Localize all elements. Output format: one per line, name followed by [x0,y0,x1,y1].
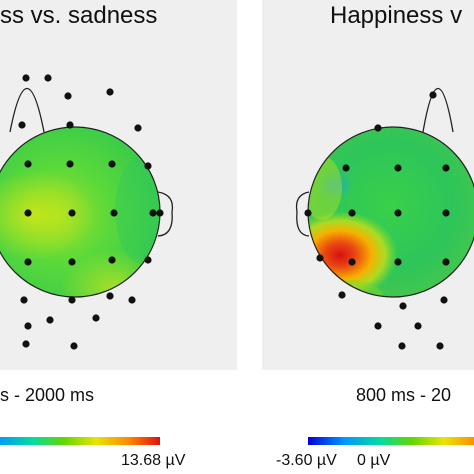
right-hotspot [308,211,398,297]
electrode [144,162,152,170]
left-ear-icon [157,191,174,237]
electrode [149,209,157,217]
electrode [338,291,346,299]
electrode [429,91,437,99]
electrode [442,164,450,172]
electrode [128,296,136,304]
electrode [22,340,30,348]
electrode [24,209,32,217]
left-colorbar-max-label: 13.68 µV [121,452,186,469]
electrode [442,258,450,266]
electrode [374,124,382,132]
electrode [374,322,382,330]
electrode [394,258,402,266]
electrode [68,258,76,266]
electrode [108,160,116,168]
left-electrodes [18,74,164,350]
electrode [442,209,450,217]
electrode [66,121,74,129]
electrode [399,302,407,310]
electrode [134,124,142,132]
right-panel-title: Happiness v [330,2,463,29]
right-time-window: 800 ms - 20 [356,385,452,405]
electrode [46,316,54,324]
electrode [348,209,356,217]
electrode [24,258,32,266]
electrode [68,209,76,217]
electrode [106,292,114,300]
left-nose-icon [9,87,45,133]
electrode [24,160,32,168]
electrode [398,342,406,350]
right-colorbar-min-label: -3.60 µV [276,452,337,469]
electrode [436,342,444,350]
left-colorbar [0,437,160,445]
electrode [44,74,52,82]
electrode [348,258,356,266]
electrode [18,121,26,129]
electrode [316,254,324,262]
electrode [304,209,312,217]
electrode [64,92,72,100]
electrode [106,88,114,96]
electrode [110,209,118,217]
electrode [20,296,28,304]
electrode [68,296,76,304]
electrode [156,209,164,217]
electrode [108,256,116,264]
right-colorbar [308,437,474,445]
right-nose-icon [422,87,454,133]
left-time-window: s - 2000 ms [0,385,95,405]
right-electrodes [304,91,450,350]
right-scalp-map [295,87,474,298]
electrode [342,164,350,172]
electrode [70,342,78,350]
electrode [440,296,448,304]
left-scalp-map [0,87,174,298]
electrode [144,256,152,264]
electrode [92,314,100,322]
electrode [24,322,32,330]
right-ear-icon [295,191,310,237]
electrode [394,164,402,172]
left-panel-title: ss vs. sadness [0,2,158,29]
electrode [414,322,422,330]
electrode [22,74,30,82]
right-colorbar-zero-label: 0 µV [357,452,391,469]
electrode [66,160,74,168]
electrode [394,209,402,217]
